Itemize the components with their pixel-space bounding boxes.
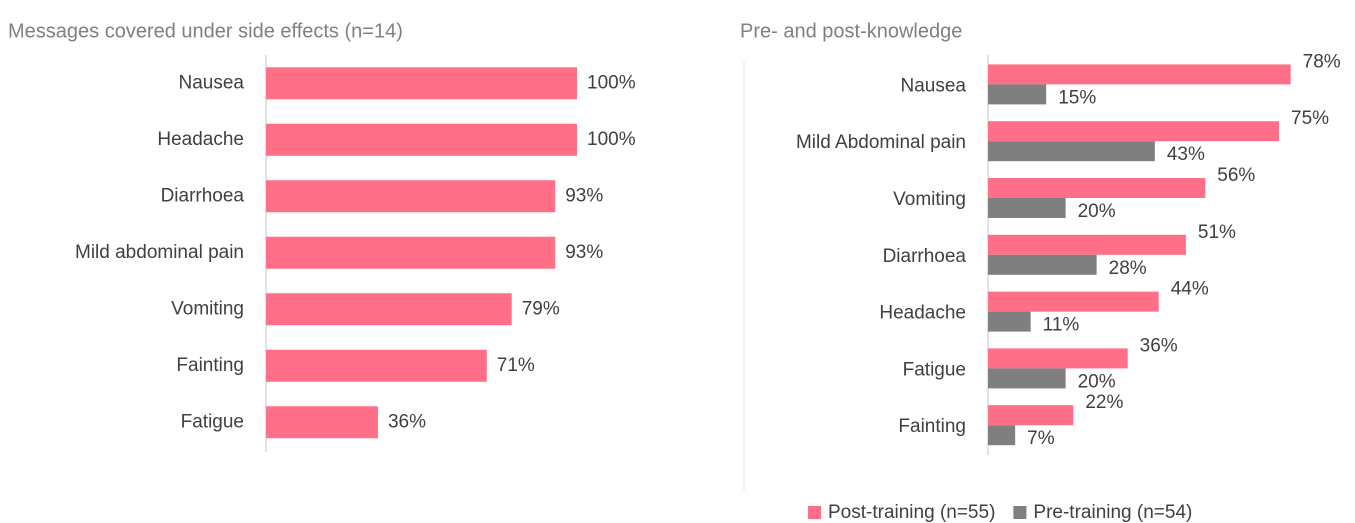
bar: [988, 368, 1066, 389]
legend-label: Pre-training (n=54): [1033, 502, 1192, 523]
bar: [988, 121, 1279, 142]
data-label: 75%: [1291, 108, 1329, 129]
bar: [988, 425, 1016, 446]
category-label: Fainting: [176, 355, 244, 376]
category-label: Fatigue: [181, 411, 244, 432]
category-label: Diarrhoea: [161, 185, 245, 206]
bar: [266, 180, 556, 213]
legend-swatch: [808, 506, 821, 519]
data-label: 11%: [1043, 315, 1080, 336]
bar: [266, 236, 556, 269]
bar: [988, 254, 1097, 275]
category-label: Fainting: [898, 416, 966, 437]
bar: [266, 123, 577, 156]
data-label: 20%: [1078, 201, 1116, 222]
data-label: 79%: [522, 298, 560, 319]
bar: [988, 141, 1155, 162]
data-label: 7%: [1027, 428, 1055, 449]
data-label: 71%: [497, 355, 535, 376]
bar: [988, 291, 1159, 312]
data-label: 28%: [1109, 258, 1147, 279]
data-label: 56%: [1217, 165, 1255, 186]
data-label: 36%: [1140, 335, 1178, 356]
data-label: 100%: [587, 129, 636, 150]
bar: [988, 348, 1128, 369]
category-label: Mild abdominal pain: [75, 242, 244, 263]
category-label: Fatigue: [903, 359, 966, 380]
category-label: Mild Abdominal pain: [796, 132, 966, 153]
bar: [988, 311, 1031, 332]
data-label: 20%: [1078, 371, 1116, 392]
data-label: 93%: [565, 185, 603, 206]
data-label: 43%: [1167, 144, 1205, 165]
category-label: Diarrhoea: [883, 246, 967, 267]
category-label: Nausea: [901, 75, 967, 96]
data-label: 51%: [1198, 222, 1236, 243]
category-label: Vomiting: [171, 298, 244, 319]
bar: [988, 178, 1206, 198]
bar: [266, 349, 487, 382]
bar: [266, 67, 577, 100]
chart-title: Pre- and post-knowledge: [740, 20, 962, 42]
data-label: 93%: [565, 242, 603, 263]
bar: [988, 64, 1291, 85]
legend-label: Post-training (n=55): [828, 502, 995, 523]
data-label: 15%: [1058, 87, 1096, 108]
bar: [988, 234, 1186, 255]
bar: [988, 198, 1066, 218]
data-label: 78%: [1303, 51, 1341, 72]
data-label: 36%: [388, 411, 426, 432]
data-label: 44%: [1171, 279, 1209, 300]
data-label: 22%: [1085, 392, 1123, 413]
chart-title: Messages covered under side effects (n=1…: [8, 20, 403, 42]
category-label: Nausea: [179, 72, 245, 93]
legend-swatch: [1013, 506, 1027, 519]
bar: [266, 406, 378, 439]
bar: [988, 405, 1074, 426]
category-label: Vomiting: [893, 189, 966, 210]
bar: [988, 84, 1047, 105]
category-label: Headache: [157, 129, 244, 150]
bar: [266, 293, 512, 326]
category-label: Headache: [879, 303, 966, 324]
data-label: 100%: [587, 72, 636, 93]
